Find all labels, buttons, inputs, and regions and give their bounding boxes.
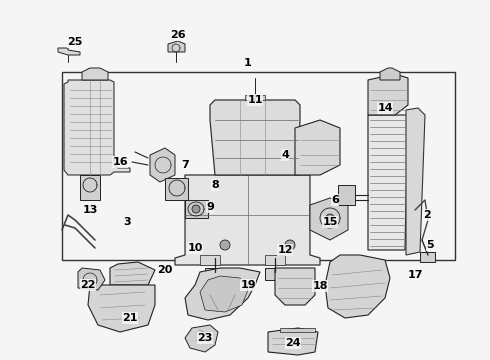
Text: 5: 5 [426, 240, 434, 250]
Polygon shape [265, 255, 285, 265]
Circle shape [326, 214, 334, 222]
Circle shape [285, 240, 295, 250]
Text: 23: 23 [197, 333, 213, 343]
Polygon shape [80, 175, 100, 200]
Text: 7: 7 [181, 160, 189, 170]
Text: 4: 4 [281, 150, 289, 160]
Text: 2: 2 [423, 210, 431, 220]
Text: 13: 13 [82, 205, 98, 215]
Text: 1: 1 [244, 58, 252, 68]
Polygon shape [275, 268, 315, 305]
Text: 10: 10 [187, 243, 203, 253]
Text: 20: 20 [157, 265, 172, 275]
Text: 19: 19 [240, 280, 256, 290]
Polygon shape [406, 108, 425, 255]
Polygon shape [58, 48, 80, 55]
Polygon shape [165, 178, 188, 200]
Polygon shape [368, 74, 408, 115]
Polygon shape [185, 268, 260, 320]
Polygon shape [295, 120, 340, 175]
Polygon shape [150, 148, 175, 182]
Text: 3: 3 [123, 217, 131, 227]
Polygon shape [200, 255, 220, 265]
Polygon shape [185, 325, 218, 352]
Polygon shape [64, 80, 130, 175]
Polygon shape [78, 268, 105, 290]
Polygon shape [82, 68, 108, 80]
Text: 15: 15 [322, 217, 338, 227]
Polygon shape [280, 328, 315, 332]
Polygon shape [338, 185, 355, 205]
Text: 9: 9 [206, 202, 214, 212]
Polygon shape [88, 285, 155, 332]
Circle shape [192, 205, 200, 213]
Text: 18: 18 [312, 281, 328, 291]
Text: 16: 16 [112, 157, 128, 167]
Polygon shape [265, 268, 285, 280]
Text: 6: 6 [331, 195, 339, 205]
Text: 14: 14 [377, 103, 393, 113]
Text: 17: 17 [407, 270, 423, 280]
Text: 21: 21 [122, 313, 138, 323]
Circle shape [220, 240, 230, 250]
Text: 25: 25 [67, 37, 83, 47]
Polygon shape [325, 255, 390, 318]
Polygon shape [245, 95, 265, 100]
Text: 24: 24 [285, 338, 301, 348]
Polygon shape [175, 175, 320, 265]
Polygon shape [168, 41, 185, 52]
Polygon shape [368, 115, 408, 250]
Polygon shape [205, 268, 225, 280]
Text: 26: 26 [170, 30, 186, 40]
Polygon shape [310, 198, 348, 240]
Text: 8: 8 [211, 180, 219, 190]
Text: 12: 12 [277, 245, 293, 255]
Polygon shape [420, 252, 435, 262]
Polygon shape [110, 262, 155, 285]
Polygon shape [268, 328, 318, 355]
Polygon shape [185, 200, 208, 218]
Polygon shape [200, 276, 248, 312]
Text: 11: 11 [247, 95, 263, 105]
Polygon shape [210, 100, 300, 175]
Polygon shape [380, 68, 400, 80]
Text: 22: 22 [80, 280, 96, 290]
